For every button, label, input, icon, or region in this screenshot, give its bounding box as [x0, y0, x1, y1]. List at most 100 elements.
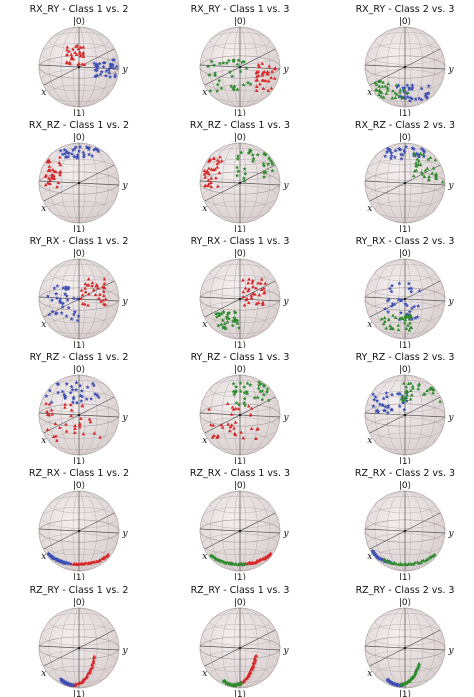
- origin-dot: [238, 529, 242, 533]
- panel-title: RZ_RY - Class 1 vs. 3: [190, 585, 290, 596]
- origin-dot: [77, 413, 81, 417]
- class-1-point: [79, 296, 84, 300]
- x-axis-label: x: [202, 552, 207, 562]
- ket-one-label: |1⟩: [73, 109, 85, 116]
- class-2-point: [54, 295, 59, 300]
- class-1-point: [70, 56, 74, 60]
- class-3-point: [425, 557, 430, 562]
- class-3-point: [432, 552, 437, 556]
- class-2-point: [71, 312, 76, 317]
- class-3-point: [239, 150, 244, 155]
- class-3-point: [231, 86, 236, 91]
- class-1-point: [44, 173, 48, 177]
- class-3-point: [236, 325, 241, 330]
- class-3-point: [219, 322, 224, 327]
- class-2-point: [399, 156, 404, 161]
- class-1-point: [56, 180, 61, 185]
- class-2-point: [58, 297, 63, 302]
- class-1-point: [102, 293, 106, 297]
- class-3-point: [414, 163, 418, 167]
- class-2-point: [399, 298, 404, 303]
- class-1-point: [260, 71, 265, 75]
- class-3-point: [234, 165, 240, 170]
- class-1-point: [64, 429, 69, 433]
- class-2-point: [410, 317, 415, 321]
- class-3-point: [232, 392, 237, 397]
- y-axis-label: y: [282, 181, 289, 191]
- class-2-point: [61, 285, 66, 290]
- class-3-point: [240, 60, 245, 64]
- class-2-point: [80, 394, 85, 399]
- class-3-point: [262, 170, 267, 174]
- class-1-point: [259, 277, 264, 281]
- class-1-point: [50, 412, 55, 416]
- class-3-point: [234, 384, 239, 389]
- class-2-point: [385, 146, 390, 151]
- origin-dot: [403, 646, 407, 650]
- ket-one-label: |1⟩: [234, 225, 246, 232]
- class-2-point: [69, 151, 75, 156]
- class-2-point: [375, 398, 380, 403]
- class-3-point: [387, 560, 392, 564]
- class-2-point: [417, 96, 422, 101]
- class-3-point: [236, 58, 241, 63]
- class-1-point: [57, 160, 62, 165]
- class-2-point: [63, 287, 68, 292]
- class-2-point: [385, 410, 390, 415]
- class-3-point: [416, 159, 421, 163]
- class-1-point: [47, 159, 52, 163]
- class-2-point: [413, 97, 418, 101]
- class-3-point: [407, 328, 412, 332]
- class-3-point: [404, 326, 409, 331]
- class-1-point: [241, 289, 246, 294]
- class-3-point: [394, 561, 398, 566]
- class-3-point: [431, 391, 435, 395]
- class-1-point: [251, 278, 255, 282]
- class-3-point: [426, 178, 431, 182]
- class-2-point: [74, 400, 80, 405]
- class-2-point: [60, 152, 65, 157]
- class-1-point: [207, 407, 211, 411]
- class-2-point: [71, 296, 76, 301]
- class-2-point: [57, 299, 62, 304]
- panel-title: RY_RZ - Class 1 vs. 3: [190, 352, 290, 363]
- class-2-point: [384, 394, 389, 399]
- class-3-point: [383, 84, 388, 88]
- class-2-point: [396, 146, 402, 151]
- class-2-point: [90, 381, 95, 386]
- class-1-point: [266, 88, 271, 92]
- class-2-point: [101, 64, 106, 69]
- class-2-point: [416, 154, 422, 159]
- class-2-point: [64, 154, 69, 159]
- class-1-point: [228, 425, 233, 429]
- panel-title: RX_RY - Class 2 vs. 3: [355, 4, 455, 15]
- class-3-point: [228, 562, 233, 566]
- class-3-point: [396, 562, 401, 566]
- class-2-point: [402, 407, 407, 412]
- class-3-point: [405, 389, 410, 393]
- class-1-point: [67, 60, 72, 64]
- class-2-point: [389, 289, 394, 294]
- class-1-point: [254, 78, 258, 82]
- class-1-point: [268, 551, 273, 555]
- class-2-point: [45, 294, 50, 299]
- origin-dot: [238, 297, 242, 301]
- class-2-point: [397, 404, 402, 408]
- class-1-point: [48, 168, 52, 172]
- class-2-point: [61, 301, 66, 306]
- class-2-point: [397, 391, 402, 396]
- class-1-point: [273, 66, 278, 70]
- class-3-point: [230, 323, 235, 328]
- class-3-point: [238, 381, 243, 385]
- class-3-point: [391, 313, 395, 317]
- class-3-point: [379, 94, 383, 98]
- class-2-point: [409, 286, 414, 291]
- class-2-point: [60, 560, 65, 565]
- class-1-point: [217, 171, 222, 175]
- class-1-point: [253, 560, 258, 565]
- class-1-point: [250, 281, 254, 285]
- class-2-point: [421, 148, 426, 153]
- class-2-point: [385, 149, 390, 154]
- class-3-point: [399, 397, 404, 401]
- x-axis-label: x: [41, 436, 46, 446]
